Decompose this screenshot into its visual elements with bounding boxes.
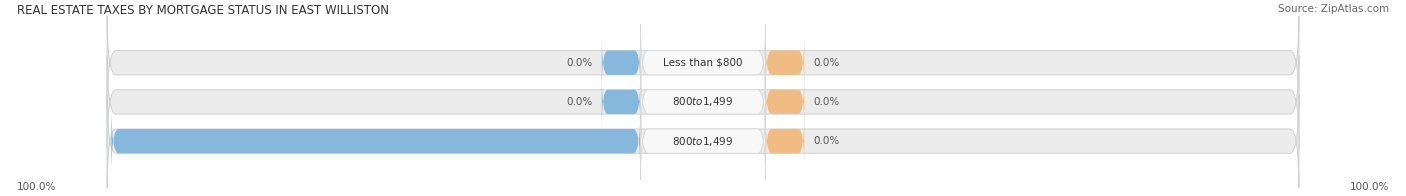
FancyBboxPatch shape	[602, 36, 641, 90]
Text: Source: ZipAtlas.com: Source: ZipAtlas.com	[1278, 4, 1389, 14]
FancyBboxPatch shape	[641, 102, 766, 180]
FancyBboxPatch shape	[766, 114, 804, 168]
FancyBboxPatch shape	[641, 63, 766, 141]
Text: 99.2%: 99.2%	[69, 136, 103, 146]
Text: REAL ESTATE TAXES BY MORTGAGE STATUS IN EAST WILLISTON: REAL ESTATE TAXES BY MORTGAGE STATUS IN …	[17, 4, 389, 17]
FancyBboxPatch shape	[107, 55, 1299, 149]
Text: 100.0%: 100.0%	[17, 182, 56, 192]
Text: 0.0%: 0.0%	[567, 97, 593, 107]
FancyBboxPatch shape	[111, 106, 641, 176]
Text: 0.0%: 0.0%	[813, 58, 839, 68]
FancyBboxPatch shape	[766, 75, 804, 129]
Text: $800 to $1,499: $800 to $1,499	[672, 95, 734, 108]
Text: 100.0%: 100.0%	[1350, 182, 1389, 192]
FancyBboxPatch shape	[602, 75, 641, 129]
Text: Less than $800: Less than $800	[664, 58, 742, 68]
FancyBboxPatch shape	[107, 16, 1299, 109]
Text: $800 to $1,499: $800 to $1,499	[672, 135, 734, 148]
Text: 0.0%: 0.0%	[813, 136, 839, 146]
FancyBboxPatch shape	[107, 94, 1299, 188]
Text: 0.0%: 0.0%	[813, 97, 839, 107]
FancyBboxPatch shape	[641, 24, 766, 102]
FancyBboxPatch shape	[766, 36, 804, 90]
Text: 0.0%: 0.0%	[567, 58, 593, 68]
